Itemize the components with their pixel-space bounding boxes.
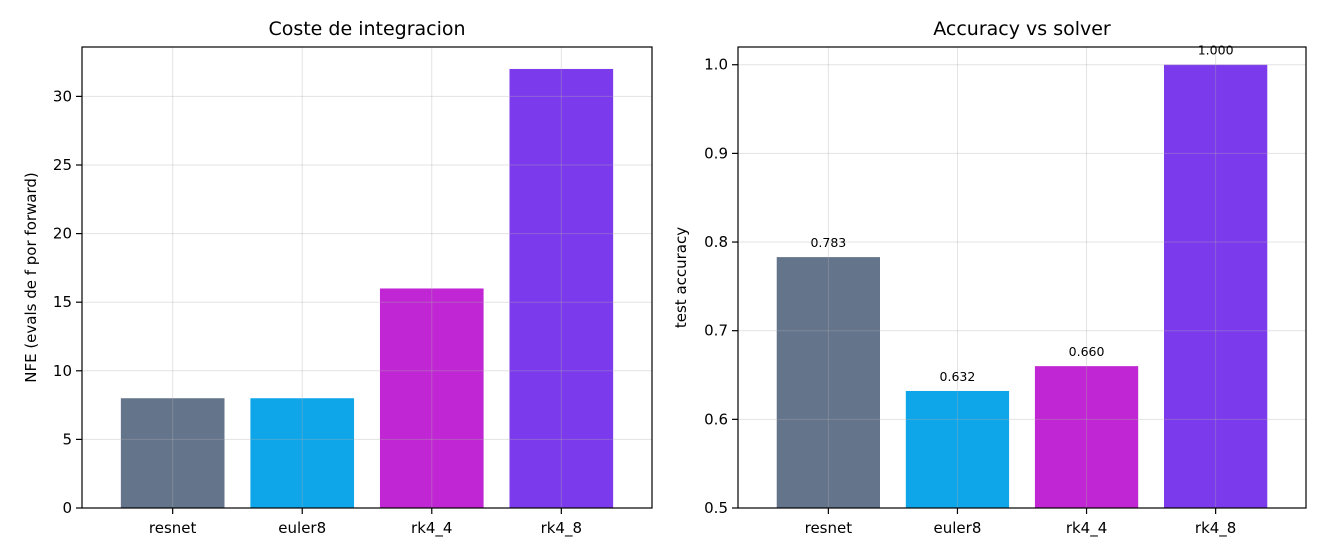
plot-frame bbox=[737, 46, 1307, 509]
y-tick-label: 5 bbox=[62, 430, 72, 448]
y-tick-label: 25 bbox=[53, 156, 72, 174]
bar-resnet bbox=[120, 398, 225, 508]
bar-rk4_4 bbox=[1034, 366, 1139, 508]
x-tick-label: resnet bbox=[149, 519, 197, 537]
data-label: 0.632 bbox=[940, 369, 976, 384]
chart-accuracy-vs-solver: 0.5 0.6 0.7 0.8 0.9 1.0 resnet euler8 rk4_4 rk4_8… bbox=[672, 18, 1307, 538]
bar-rk4_8 bbox=[509, 68, 614, 508]
bar-euler8 bbox=[250, 398, 355, 508]
x-tick-label: euler8 bbox=[278, 519, 326, 537]
y-tick-label: 1.0 bbox=[704, 56, 728, 74]
data-label: 0.783 bbox=[810, 235, 846, 250]
y-axis-label: NFE (evals de f por forward) bbox=[22, 172, 40, 383]
y-tick-label: 0.8 bbox=[704, 233, 728, 251]
y-tick-label: 0.9 bbox=[704, 144, 728, 162]
x-tick-label: rk4_8 bbox=[541, 519, 582, 538]
x-tick-label: rk4_4 bbox=[411, 519, 452, 538]
bar-resnet bbox=[776, 257, 880, 508]
chart-title: Coste de integracion bbox=[268, 18, 465, 40]
y-tick-label: 30 bbox=[53, 87, 72, 105]
y-axis-label: test accuracy bbox=[672, 227, 690, 328]
chart-title: Accuracy vs solver bbox=[933, 18, 1111, 40]
data-label: 0.660 bbox=[1069, 344, 1105, 359]
y-tick-label: 0.5 bbox=[704, 499, 728, 517]
y-tick-label: 0.7 bbox=[704, 322, 728, 340]
bar-rk4_4 bbox=[379, 288, 484, 508]
plot-frame bbox=[81, 46, 653, 509]
x-tick-label: rk4_4 bbox=[1066, 519, 1107, 538]
y-tick-label: 20 bbox=[53, 225, 72, 243]
chart-nfe-cost: 0 5 10 15 20 25 30 resnet euler8 rk4_4 rk4_8 Coste … bbox=[22, 18, 653, 538]
y-tick-label: 0.6 bbox=[704, 410, 728, 428]
y-tick-label: 10 bbox=[53, 362, 72, 380]
y-tick-label: 15 bbox=[53, 293, 72, 311]
bar-euler8 bbox=[905, 390, 1010, 508]
x-tick-label: resnet bbox=[805, 519, 853, 537]
x-tick-label: euler8 bbox=[934, 519, 982, 537]
y-tick-label: 0 bbox=[62, 499, 72, 517]
bar-rk4_8 bbox=[1164, 64, 1268, 508]
x-tick-label: rk4_8 bbox=[1195, 519, 1236, 538]
data-label: 1.000 bbox=[1198, 43, 1234, 58]
